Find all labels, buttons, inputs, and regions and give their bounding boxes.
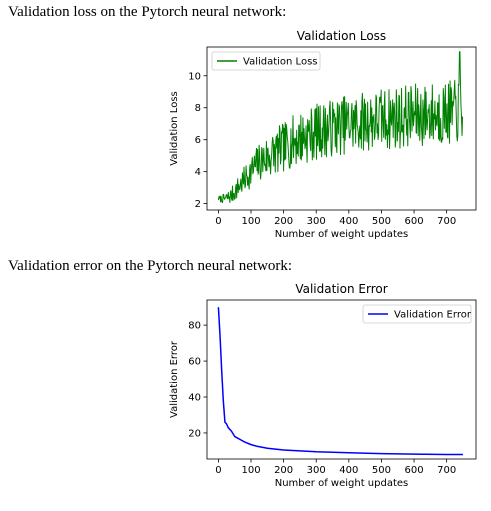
y-tick-label: 40 <box>188 393 201 404</box>
x-tick-label: 0 <box>215 216 221 227</box>
y-tick-label: 6 <box>195 135 201 146</box>
legend-label: Validation Loss <box>243 57 318 68</box>
legend-box <box>211 51 321 71</box>
x-tick-label: 700 <box>437 465 456 476</box>
y-tick-label: 4 <box>195 167 201 178</box>
x-tick-label: 700 <box>437 216 456 227</box>
x-axis-label: Number of weight updates <box>275 229 409 240</box>
plot-frame <box>206 299 477 460</box>
x-tick-label: 200 <box>274 216 293 227</box>
chart-title: Validation Loss <box>297 29 386 43</box>
y-tick-label: 8 <box>195 103 201 114</box>
error-caption: Validation error on the Pytorch neural n… <box>8 258 293 274</box>
y-tick-label: 80 <box>188 321 201 332</box>
y-tick-label: 10 <box>188 71 201 82</box>
series-line <box>217 51 464 203</box>
x-tick-label: 600 <box>405 216 424 227</box>
legend-box <box>362 304 472 324</box>
x-tick-label: 300 <box>307 465 326 476</box>
plot-frame <box>206 46 477 211</box>
y-tick-label: 60 <box>188 357 201 368</box>
series-line <box>217 307 463 456</box>
x-tick-label: 600 <box>405 465 424 476</box>
x-tick-label: 100 <box>241 465 260 476</box>
x-tick-label: 400 <box>339 465 358 476</box>
y-axis-label: Validation Loss <box>169 91 180 166</box>
x-tick-label: 500 <box>372 465 391 476</box>
y-tick-label: 20 <box>188 428 201 439</box>
loss-caption: Validation loss on the Pytorch neural ne… <box>8 4 287 20</box>
x-tick-label: 200 <box>274 465 293 476</box>
validation-loss-chart: Validation Loss 0 100 200 300 400 500 600 700 2 4 6… <box>169 29 477 240</box>
x-tick-label: 100 <box>241 216 260 227</box>
x-tick-label: 400 <box>339 216 358 227</box>
y-tick-label: 2 <box>195 199 201 210</box>
x-tick-label: 0 <box>215 465 221 476</box>
x-tick-label: 500 <box>372 216 391 227</box>
legend-label: Validation Error <box>394 310 472 321</box>
x-axis-label: Number of weight updates <box>275 478 409 489</box>
y-axis-label: Validation Error <box>169 340 180 418</box>
chart-title: Validation Error <box>295 282 387 296</box>
x-tick-label: 300 <box>307 216 326 227</box>
